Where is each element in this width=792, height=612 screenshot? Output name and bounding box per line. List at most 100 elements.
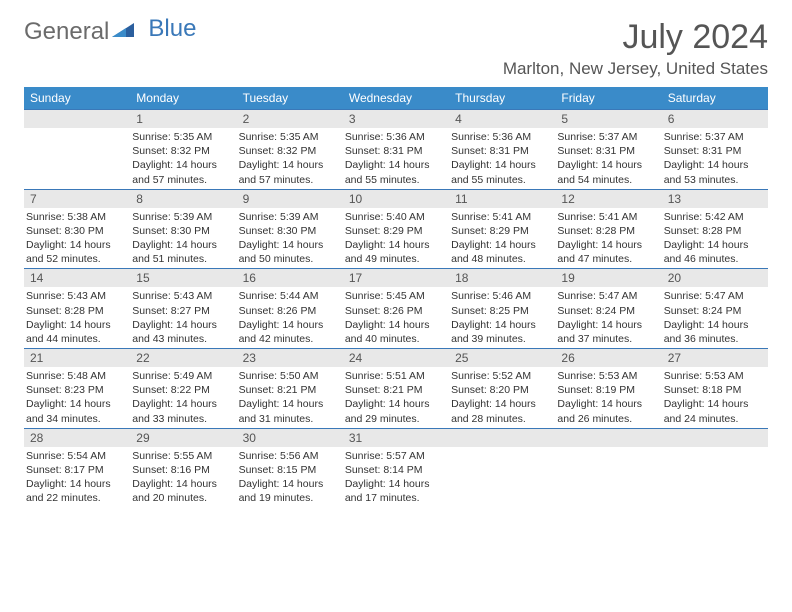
daylight: Daylight: 14 hours and 43 minutes. — [132, 318, 234, 346]
day-number: 14 — [24, 269, 130, 287]
day-number: 26 — [555, 349, 661, 367]
sunrise: Sunrise: 5:35 AM — [132, 130, 234, 144]
weekday-header: SundayMondayTuesdayWednesdayThursdayFrid… — [24, 87, 768, 109]
weekday-sunday: Sunday — [24, 87, 130, 109]
sunrise: Sunrise: 5:50 AM — [239, 369, 341, 383]
sunrise: Sunrise: 5:47 AM — [664, 289, 766, 303]
sunrise: Sunrise: 5:49 AM — [132, 369, 234, 383]
sunrise: Sunrise: 5:53 AM — [557, 369, 659, 383]
daylight: Daylight: 14 hours and 39 minutes. — [451, 318, 553, 346]
day-cell: Sunrise: 5:38 AMSunset: 8:30 PMDaylight:… — [24, 208, 130, 269]
sunset: Sunset: 8:31 PM — [345, 144, 447, 158]
logo-text-2: Blue — [148, 15, 196, 43]
sunset: Sunset: 8:31 PM — [557, 144, 659, 158]
sunset: Sunset: 8:29 PM — [451, 224, 553, 238]
sunset: Sunset: 8:28 PM — [26, 304, 128, 318]
day-number: 5 — [555, 110, 661, 128]
logo-text-1: General — [24, 18, 109, 46]
day-number: 27 — [662, 349, 768, 367]
day-number: 24 — [343, 349, 449, 367]
day-number: 22 — [130, 349, 236, 367]
sunrise: Sunrise: 5:52 AM — [451, 369, 553, 383]
day-number: 17 — [343, 269, 449, 287]
sunrise: Sunrise: 5:38 AM — [26, 210, 128, 224]
day-cell: Sunrise: 5:46 AMSunset: 8:25 PMDaylight:… — [449, 287, 555, 348]
day-cell: Sunrise: 5:42 AMSunset: 8:28 PMDaylight:… — [662, 208, 768, 269]
sunrise: Sunrise: 5:39 AM — [239, 210, 341, 224]
day-number: 23 — [237, 349, 343, 367]
day-cell: Sunrise: 5:47 AMSunset: 8:24 PMDaylight:… — [662, 287, 768, 348]
daylight: Daylight: 14 hours and 31 minutes. — [239, 397, 341, 425]
daynum-row: 14151617181920 — [24, 268, 768, 287]
day-number: 16 — [237, 269, 343, 287]
month-title: July 2024 — [503, 18, 768, 57]
sunrise: Sunrise: 5:56 AM — [239, 449, 341, 463]
sunset: Sunset: 8:28 PM — [557, 224, 659, 238]
sunrise: Sunrise: 5:47 AM — [557, 289, 659, 303]
calendar: SundayMondayTuesdayWednesdayThursdayFrid… — [24, 87, 768, 507]
sunrise: Sunrise: 5:36 AM — [451, 130, 553, 144]
day-number: 29 — [130, 429, 236, 447]
day-cell: Sunrise: 5:49 AMSunset: 8:22 PMDaylight:… — [130, 367, 236, 428]
sunset: Sunset: 8:31 PM — [664, 144, 766, 158]
sunset: Sunset: 8:26 PM — [239, 304, 341, 318]
sunrise: Sunrise: 5:42 AM — [664, 210, 766, 224]
daylight: Daylight: 14 hours and 37 minutes. — [557, 318, 659, 346]
sunrise: Sunrise: 5:53 AM — [664, 369, 766, 383]
title-block: July 2024 Marlton, New Jersey, United St… — [503, 18, 768, 79]
weekday-tuesday: Tuesday — [237, 87, 343, 109]
daylight: Daylight: 14 hours and 34 minutes. — [26, 397, 128, 425]
sunset: Sunset: 8:26 PM — [345, 304, 447, 318]
day-number: 18 — [449, 269, 555, 287]
day-cell: Sunrise: 5:53 AMSunset: 8:19 PMDaylight:… — [555, 367, 661, 428]
day-cell: Sunrise: 5:55 AMSunset: 8:16 PMDaylight:… — [130, 447, 236, 508]
daylight: Daylight: 14 hours and 44 minutes. — [26, 318, 128, 346]
sunset: Sunset: 8:14 PM — [345, 463, 447, 477]
day-cell — [555, 447, 661, 508]
day-cell: Sunrise: 5:39 AMSunset: 8:30 PMDaylight:… — [130, 208, 236, 269]
sunset: Sunset: 8:19 PM — [557, 383, 659, 397]
daylight: Daylight: 14 hours and 48 minutes. — [451, 238, 553, 266]
sunset: Sunset: 8:30 PM — [239, 224, 341, 238]
daylight: Daylight: 14 hours and 50 minutes. — [239, 238, 341, 266]
daylight: Daylight: 14 hours and 55 minutes. — [451, 158, 553, 186]
logo: General Blue — [24, 18, 196, 46]
location: Marlton, New Jersey, United States — [503, 59, 768, 79]
day-cell: Sunrise: 5:45 AMSunset: 8:26 PMDaylight:… — [343, 287, 449, 348]
day-cell: Sunrise: 5:39 AMSunset: 8:30 PMDaylight:… — [237, 208, 343, 269]
daylight: Daylight: 14 hours and 20 minutes. — [132, 477, 234, 505]
sunset: Sunset: 8:24 PM — [557, 304, 659, 318]
daylight: Daylight: 14 hours and 22 minutes. — [26, 477, 128, 505]
day-cell: Sunrise: 5:41 AMSunset: 8:29 PMDaylight:… — [449, 208, 555, 269]
daynum-row: 78910111213 — [24, 189, 768, 208]
day-number: 31 — [343, 429, 449, 447]
daynum-row: 28293031 — [24, 428, 768, 447]
weekday-saturday: Saturday — [662, 87, 768, 109]
day-number: 12 — [555, 190, 661, 208]
daylight: Daylight: 14 hours and 28 minutes. — [451, 397, 553, 425]
sunrise: Sunrise: 5:39 AM — [132, 210, 234, 224]
daylight: Daylight: 14 hours and 33 minutes. — [132, 397, 234, 425]
day-number — [555, 429, 661, 447]
sunrise: Sunrise: 5:43 AM — [132, 289, 234, 303]
day-content-row: Sunrise: 5:38 AMSunset: 8:30 PMDaylight:… — [24, 208, 768, 269]
day-content-row: Sunrise: 5:54 AMSunset: 8:17 PMDaylight:… — [24, 447, 768, 508]
daylight: Daylight: 14 hours and 26 minutes. — [557, 397, 659, 425]
daylight: Daylight: 14 hours and 53 minutes. — [664, 158, 766, 186]
sunrise: Sunrise: 5:37 AM — [664, 130, 766, 144]
sunrise: Sunrise: 5:41 AM — [451, 210, 553, 224]
daylight: Daylight: 14 hours and 42 minutes. — [239, 318, 341, 346]
sunrise: Sunrise: 5:48 AM — [26, 369, 128, 383]
sunrise: Sunrise: 5:37 AM — [557, 130, 659, 144]
sunset: Sunset: 8:18 PM — [664, 383, 766, 397]
day-cell: Sunrise: 5:50 AMSunset: 8:21 PMDaylight:… — [237, 367, 343, 428]
day-cell: Sunrise: 5:52 AMSunset: 8:20 PMDaylight:… — [449, 367, 555, 428]
day-cell: Sunrise: 5:56 AMSunset: 8:15 PMDaylight:… — [237, 447, 343, 508]
logo-icon — [112, 16, 134, 44]
day-cell — [662, 447, 768, 508]
sunset: Sunset: 8:32 PM — [239, 144, 341, 158]
weekday-thursday: Thursday — [449, 87, 555, 109]
daylight: Daylight: 14 hours and 57 minutes. — [132, 158, 234, 186]
daylight: Daylight: 14 hours and 52 minutes. — [26, 238, 128, 266]
day-cell: Sunrise: 5:37 AMSunset: 8:31 PMDaylight:… — [662, 128, 768, 189]
